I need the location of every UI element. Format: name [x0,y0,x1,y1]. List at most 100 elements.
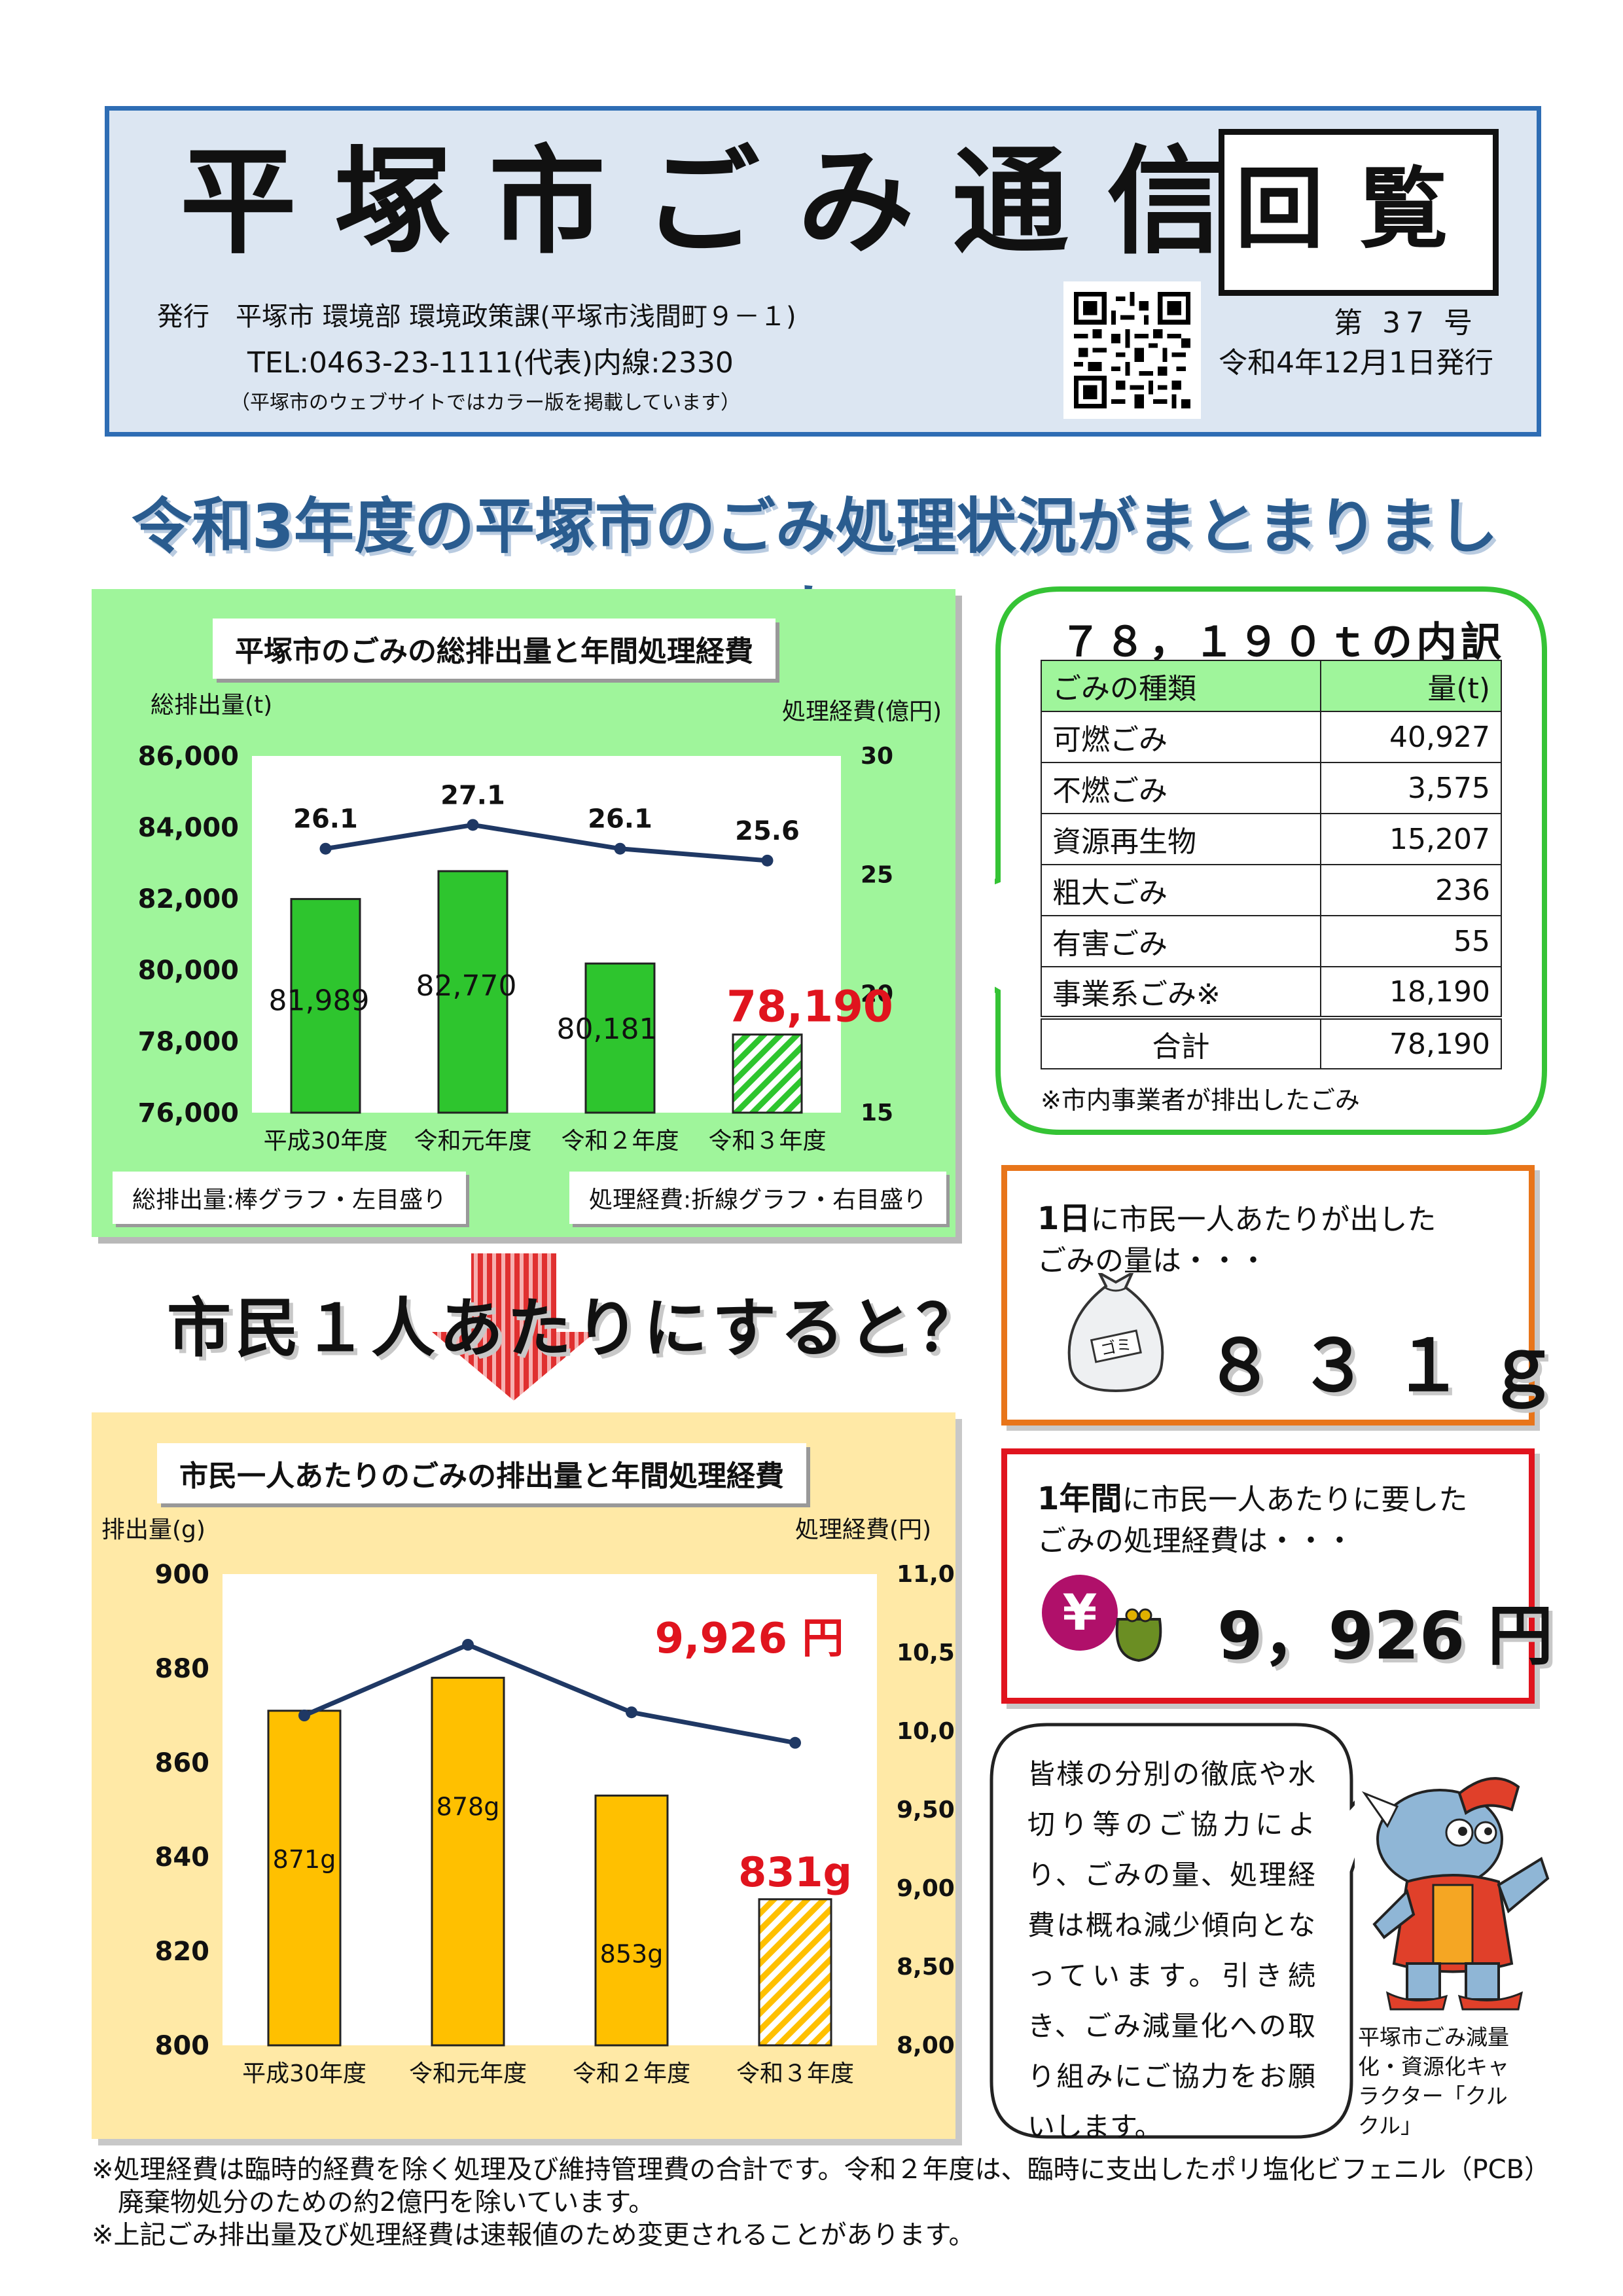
y-tick-label: 800 [155,2031,210,2061]
cell-type: 有害ごみ [1040,915,1322,967]
chart2-right-axis-label: 処理経費(円) [795,1516,932,1543]
y2-tick-label: 10,000 [897,1718,955,1745]
category-label: 令和３年度 [736,2060,854,2087]
per-day-line2: ごみの量は・・・ [1037,1244,1268,1278]
chart1-right-axis-label: 処理経費(億円) [782,698,942,725]
category-label: 平成30年度 [242,2060,366,2087]
breakdown-note: ※市内事業者が排出したごみ [1041,1086,1360,1115]
cost-value-label: 9,926 円 [655,1615,844,1663]
y-tick-label: 78,000 [138,1027,239,1057]
category-label: 令和２年度 [573,2060,690,2087]
cost-point [761,854,774,867]
chart2-left-axis-label: 排出量(g) [101,1516,205,1543]
yen-symbol: ¥ [1063,1583,1097,1641]
bar-value-label: 878g [437,1792,500,1821]
y2-tick-label: 9,500 [897,1797,955,1823]
chart1-legend-left: 総排出量:棒グラフ・左目盛り [113,1172,467,1224]
y-tick-label: 76,000 [138,1098,239,1128]
per-year-box [1001,1448,1535,1704]
table-row: 粗大ごみ 236 [1040,864,1502,916]
footnotes: ※処理経費は臨時的経費を除く処理及び維持管理費の合計です。令和２年度は、臨時に支… [92,2153,1551,2251]
bar [437,870,508,1114]
y-tick-label: 880 [155,1654,210,1684]
newsletter-title: 平塚市ごみ通信 [180,134,1261,270]
total-amount: 78,190 [1320,1016,1502,1069]
character-label: 平塚市ごみ減量化・資源化キャラクター「クルクル」 [1358,2024,1509,2138]
chart1-svg: 76,000 78,000 80,000 82,000 84,000 86,000 15 20… [138,742,893,1155]
chart2-title: 市民一人あたりのごみの排出量と年間処理経費 [157,1443,806,1503]
y2-tick-label: 8,000 [897,2032,955,2059]
y-tick-label: 80,000 [138,956,239,986]
chart2-svg: 800 820 840 860 880 900 8,000 8,500 9,000 9,500 10… [155,1560,956,2087]
y2-tick-label: 9,000 [897,1875,955,1902]
per-person-question: 市民１人あたりにすると？ [167,1291,984,1366]
category-label: 令和元年度 [409,2060,527,2087]
y2-tick-label: 15 [861,1100,893,1126]
cell-type: 可燃ごみ [1040,711,1322,763]
tel-line: TEL:0463-23-1111(代表)内線:2330 [247,346,734,380]
cost-value-label: 26.1 [293,804,358,834]
bar-value-label: 831g [738,1848,852,1896]
y-tick-label: 84,000 [138,813,239,843]
cost-point [462,1639,474,1651]
cell-amount: 236 [1320,864,1502,916]
cell-amount: 15,207 [1320,813,1502,865]
table-row: 可燃ごみ 40,927 [1040,711,1502,763]
y-tick-label: 860 [155,1748,210,1778]
bar [584,962,656,1114]
website-note: （平塚市のウェブサイトではカラー版を掲載しています） [230,391,741,414]
breakdown-table: ごみの種類 量(t) 可燃ごみ 40,927 不燃ごみ 3,575 資源再生物 15,… [1040,660,1502,1069]
total-label: 合計 [1040,1016,1322,1069]
circulation-label: 回覧 [1235,158,1484,260]
bar-value-label: 82,770 [416,969,517,1003]
circulation-stamp-box [1219,129,1499,296]
table-row: 有害ごみ 55 [1040,915,1502,967]
y2-tick-label: 10,500 [897,1640,955,1666]
y2-tick-label: 20 [861,980,893,1007]
cell-type: 資源再生物 [1040,813,1322,865]
qr-code-icon[interactable] [1063,281,1201,419]
per-year-rest: に市民一人あたりに要した [1122,1483,1468,1516]
y2-tick-label: 8,500 [897,1954,955,1981]
per-year-line2: ごみの処理経費は・・・ [1037,1524,1354,1558]
table-row: 不燃ごみ 3,575 [1040,762,1502,814]
category-label: 令和元年度 [414,1128,531,1155]
bar [290,898,361,1114]
cost-value-label: 27.1 [440,780,505,810]
chart1-title: 平塚市のごみの総排出量と年間処理経費 [213,619,776,679]
message-text: 皆様の分別の徹底や水切り等のご協力により、ごみの量、処理経費は概ね減少傾向となっ… [1027,1758,1315,2143]
y2-tick-label: 30 [861,743,893,770]
kurukuru-character-icon [1361,1777,1550,2011]
chart1-legend-right: 処理経費:折線グラフ・右目盛り [569,1172,947,1224]
table-header-row: ごみの種類 量(t) [1040,660,1502,712]
issue-number: 第 37 号 [1334,306,1478,340]
cost-line [325,822,768,863]
cost-line [303,1642,796,1746]
cell-amount: 3,575 [1320,762,1502,814]
table-row: 資源再生物 15,207 [1040,813,1502,865]
y-tick-label: 900 [155,1560,210,1590]
issue-date: 令和4年12月1日発行 [1219,346,1493,380]
per-year-bold: 1年間 [1037,1480,1122,1517]
per-day-rest: に市民一人あたりが出した [1090,1203,1436,1236]
category-label: 平成30年度 [264,1128,388,1155]
bar-value-label: 81,989 [269,984,370,1018]
bar-value-label: 853g [600,1939,664,1968]
per-day-line1: 1日に市民一人あたりが出した [1037,1193,1436,1238]
bar-value-label: 80,181 [557,1013,658,1046]
garbage-bag-icon: ゴミ [1067,1273,1164,1393]
cost-value-label: 25.6 [735,816,800,846]
y2-tick-label: 25 [861,862,893,889]
cell-amount: 40,927 [1320,711,1502,763]
cost-point [319,842,332,855]
cost-point [298,1710,310,1721]
bar [267,1710,342,2047]
bar-value-label: 78,190 [726,982,893,1032]
cell-amount: 55 [1320,915,1502,967]
cost-point [626,1706,637,1719]
footnote-1: ※処理経費は臨時的経費を除く処理及び維持管理費の合計です。令和２年度は、臨時に支… [92,2155,1551,2217]
cost-point [614,842,626,855]
bar [594,1794,669,2047]
footnote-2: ※上記ごみ排出量及び処理経費は速報値のため変更されることがあります。 [92,2220,975,2250]
breakdown-title: ７８，１９０ｔの内訳 [1060,618,1506,666]
